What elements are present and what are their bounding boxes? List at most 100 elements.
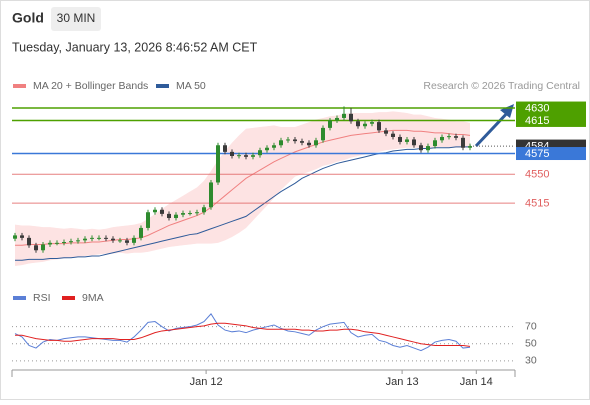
candle-body: [376, 122, 381, 131]
candle-body: [181, 213, 186, 215]
candle-body: [348, 113, 353, 122]
source: Research © 2026 Trading Central: [423, 80, 580, 92]
level-label: 4550: [525, 169, 549, 181]
level-label: 4630: [525, 102, 549, 114]
candle-body: [76, 240, 81, 242]
candle-body: [90, 237, 95, 239]
candle-body: [271, 145, 276, 148]
candle-body: [62, 242, 67, 243]
candle-body: [104, 237, 109, 239]
ma9-line: [15, 322, 471, 347]
level-tag: [516, 147, 586, 161]
candle-body: [383, 130, 388, 134]
timeframe: 30 MIN: [57, 11, 96, 25]
candle-body: [34, 245, 39, 251]
candle-body: [132, 237, 137, 243]
candle-body: [258, 150, 263, 156]
candle-body: [411, 139, 416, 146]
candle-body: [355, 121, 360, 127]
instrument-title: Gold: [12, 10, 44, 26]
candle-body: [146, 212, 151, 228]
candle-body: [167, 213, 172, 219]
candle-body: [230, 151, 235, 156]
ma50-line: [15, 146, 470, 261]
x-tick-label: Jan 14: [460, 376, 493, 388]
level-tag: [516, 113, 586, 127]
candle-body: [251, 155, 256, 157]
candle-body: [278, 140, 283, 146]
candle-body: [460, 137, 465, 148]
candle-body: [41, 244, 46, 251]
legend-label: RSI: [33, 292, 51, 304]
candle-body: [453, 136, 458, 138]
candle-body: [48, 242, 53, 245]
level-tag: [516, 101, 586, 115]
ma20-line: [15, 129, 471, 246]
candle-body: [83, 238, 88, 241]
candle-body: [313, 140, 318, 146]
legend-swatch: [13, 296, 26, 300]
candle-body: [439, 136, 444, 141]
candle-body: [244, 155, 249, 157]
rsi-tick-label: 70: [525, 320, 537, 332]
candle-body: [13, 235, 18, 239]
candle-body: [306, 142, 311, 146]
candle-body: [97, 237, 102, 239]
candle-body: [139, 227, 144, 238]
candle-body: [327, 120, 332, 128]
candle-body: [27, 237, 32, 246]
candle-body: [369, 122, 374, 124]
forecast-arrow: [474, 108, 512, 148]
candle-body: [209, 182, 214, 208]
candle-body: [285, 139, 290, 141]
candle-body: [334, 117, 339, 121]
candle-body: [404, 139, 409, 142]
x-tick-label: Jan 13: [386, 376, 419, 388]
legend-swatch: [13, 84, 26, 88]
rsi-tick-label: 50: [525, 338, 537, 350]
candle-body: [237, 155, 242, 157]
candle-body: [118, 240, 123, 242]
candle-body: [202, 207, 207, 213]
candle-body: [446, 136, 451, 138]
candle-body: [111, 238, 116, 241]
candle-body: [467, 146, 472, 148]
candle-body: [341, 113, 346, 118]
rsi-tick-label: 30: [525, 355, 537, 367]
timeframe-box: [51, 7, 101, 31]
legend-label: 9MA: [82, 292, 104, 304]
candle-body: [69, 241, 74, 243]
candle-body: [320, 127, 325, 141]
candle-body: [195, 212, 200, 214]
legend-label: MA 50: [176, 80, 206, 92]
candle-body: [188, 213, 193, 215]
candle-body: [292, 139, 297, 142]
candle-body: [174, 214, 179, 219]
candle-body: [55, 242, 60, 244]
candle-body: [425, 146, 430, 151]
candle-body: [432, 140, 437, 147]
rsi-line: [14, 313, 471, 352]
candle-body: [223, 145, 228, 152]
timestamp: Tuesday, January 13, 2026 8:46:52 AM CET: [12, 40, 258, 54]
candle-body: [418, 145, 423, 151]
legend-swatch: [156, 84, 169, 88]
level-label: 4575: [525, 148, 549, 160]
candle-body: [153, 209, 158, 213]
candle-body: [299, 141, 304, 143]
level-label: 4615: [525, 115, 549, 127]
candle-body: [160, 209, 165, 214]
candle-body: [20, 235, 25, 238]
candle-body: [264, 147, 269, 151]
candle-body: [397, 136, 402, 142]
candle-body: [390, 133, 395, 137]
legend-swatch: [62, 296, 75, 300]
level-label: 4515: [525, 198, 549, 210]
candle-body: [362, 123, 367, 127]
legend-label: MA 20 + Bollinger Bands: [33, 80, 148, 92]
candle-body: [216, 145, 221, 183]
bollinger-band: [15, 111, 470, 266]
